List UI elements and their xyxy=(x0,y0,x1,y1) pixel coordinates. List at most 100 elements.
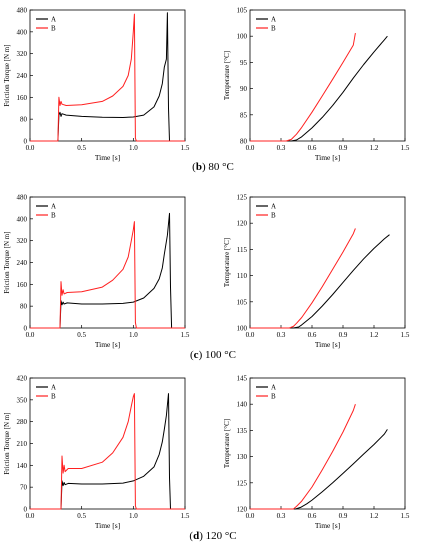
x-tick-label: 0.5 xyxy=(77,144,86,152)
x-tick-label: 0.6 xyxy=(308,331,317,339)
series-line-B xyxy=(250,228,356,329)
y-tick-label: 400 xyxy=(17,215,28,223)
y-tick-label: 115 xyxy=(237,246,248,254)
x-axis-label: Time [s] xyxy=(315,521,340,530)
x-tick-label: 0.9 xyxy=(339,331,348,339)
y-tick-label: 320 xyxy=(17,50,28,58)
legend-label: A xyxy=(51,203,56,211)
x-tick-label: 0.9 xyxy=(339,144,348,152)
y-axis-label: Friction Torque [N m] xyxy=(3,44,11,106)
y-tick-label: 105 xyxy=(237,7,248,15)
series-line-A xyxy=(30,12,185,142)
x-axis-label: Time [s] xyxy=(95,153,120,162)
x-tick-label: 1.0 xyxy=(129,144,138,152)
legend-label: B xyxy=(51,212,56,220)
legend-label: A xyxy=(271,384,276,392)
y-tick-label: 160 xyxy=(17,94,28,102)
y-tick-label: 85 xyxy=(240,111,248,119)
caption-b: (b) 80 °C xyxy=(192,161,234,173)
legend-label: B xyxy=(271,25,276,33)
chart-b-temp: 0.0 0.3 0.6 0.9 1.2 1.5 80 85 90 95 100 105 Time [s]… xyxy=(223,7,410,163)
y-tick-label: 125 xyxy=(237,194,248,202)
caption-text: 120 °C xyxy=(205,530,237,542)
series-line-B xyxy=(30,13,185,142)
x-axis-label: Time [s] xyxy=(315,340,340,349)
x-tick-label: 0.6 xyxy=(308,512,317,520)
x-tick-label: 0.5 xyxy=(77,512,86,520)
y-tick-label: 140 xyxy=(17,462,28,470)
caption-text: 100 °C xyxy=(204,349,236,361)
chart-c-torque: 0.0 0.5 1.0 1.5 0 80 160 240 320 400 480 Time [s] Fr… xyxy=(3,194,190,350)
y-tick-label: 350 xyxy=(17,396,28,404)
y-tick-label: 125 xyxy=(237,479,248,487)
x-tick-label: 1.0 xyxy=(129,331,138,339)
legend-label: A xyxy=(51,384,56,392)
series-line-B xyxy=(30,393,185,510)
x-axis-label: Time [s] xyxy=(95,340,120,349)
y-tick-label: 110 xyxy=(237,272,248,280)
x-axis-label: Time [s] xyxy=(95,521,120,530)
x-tick-label: 1.2 xyxy=(370,144,379,152)
caption-letter: b xyxy=(195,161,202,173)
y-tick-label: 160 xyxy=(17,281,28,289)
series-line-A xyxy=(250,234,390,329)
plot-frame xyxy=(249,196,406,329)
legend-label: B xyxy=(51,393,56,401)
y-axis-label: Friction Torque [N m] xyxy=(3,412,11,474)
series-line-A xyxy=(250,35,388,142)
x-tick-label: 1.2 xyxy=(370,331,379,339)
y-tick-label: 480 xyxy=(17,194,28,202)
x-tick-label: 1.5 xyxy=(181,512,190,520)
x-tick-label: 0.3 xyxy=(277,512,286,520)
caption-letter: c xyxy=(193,349,199,361)
x-tick-label: 1.5 xyxy=(181,331,190,339)
y-tick-label: 240 xyxy=(17,259,28,267)
caption-d: (d) 120 °C xyxy=(189,530,237,542)
x-tick-label: 0.0 xyxy=(246,512,255,520)
y-tick-label: 280 xyxy=(17,418,28,426)
x-tick-label: 0.6 xyxy=(308,144,317,152)
legend-label: A xyxy=(271,203,276,211)
legend-label: A xyxy=(271,16,276,24)
series-line-A xyxy=(30,212,185,329)
legend-label: B xyxy=(51,25,56,33)
legend-label: B xyxy=(271,212,276,220)
y-tick-label: 95 xyxy=(240,59,248,67)
caption-text: 80 °C xyxy=(208,161,234,173)
x-tick-label: 0.5 xyxy=(77,331,86,339)
y-tick-label: 0 xyxy=(24,325,28,333)
caption-c: (c) 100 °C xyxy=(190,349,236,361)
x-tick-label: 0.0 xyxy=(26,512,35,520)
x-tick-label: 0.0 xyxy=(246,144,255,152)
x-tick-label: 0.0 xyxy=(246,331,255,339)
x-tick-label: 0.0 xyxy=(26,331,35,339)
caption-letter: d xyxy=(193,530,200,542)
y-tick-label: 120 xyxy=(237,220,248,228)
y-tick-label: 140 xyxy=(237,401,248,409)
plot-frame xyxy=(249,377,406,510)
x-tick-label: 1.5 xyxy=(401,144,410,152)
legend-label: B xyxy=(271,393,276,401)
plot-frame xyxy=(249,9,406,142)
y-tick-label: 90 xyxy=(240,85,248,93)
chart-d-torque: 0.0 0.5 1.0 1.5 0 70 140 210 280 350 420 Time [s] Fr… xyxy=(3,375,190,531)
y-tick-label: 0 xyxy=(24,138,28,146)
series-line-A xyxy=(30,393,185,510)
y-tick-label: 210 xyxy=(17,440,28,448)
chart-b-torque: 0.0 0.5 1.0 1.5 0 80 160 240 320 400 480 Time [s] Fr… xyxy=(3,7,190,163)
y-tick-label: 80 xyxy=(240,138,248,146)
x-tick-label: 1.5 xyxy=(401,512,410,520)
y-tick-label: 80 xyxy=(20,303,28,311)
y-tick-label: 420 xyxy=(17,375,28,383)
y-tick-label: 400 xyxy=(17,28,28,36)
chart-d-temp: 0.0 0.3 0.6 0.9 1.2 1.5 120 125 130 135 140 145 Time… xyxy=(223,375,410,531)
y-tick-label: 80 xyxy=(20,116,28,124)
y-tick-label: 100 xyxy=(237,325,248,333)
y-axis-label: Friction Torque [N m] xyxy=(3,231,11,293)
series-line-B xyxy=(250,404,356,510)
y-tick-label: 480 xyxy=(17,7,28,15)
chart-c-temp: 0.0 0.3 0.6 0.9 1.2 1.5 100 105 110 115 120 125 Time… xyxy=(223,194,410,350)
y-tick-label: 130 xyxy=(237,453,248,461)
y-tick-label: 135 xyxy=(237,427,248,435)
